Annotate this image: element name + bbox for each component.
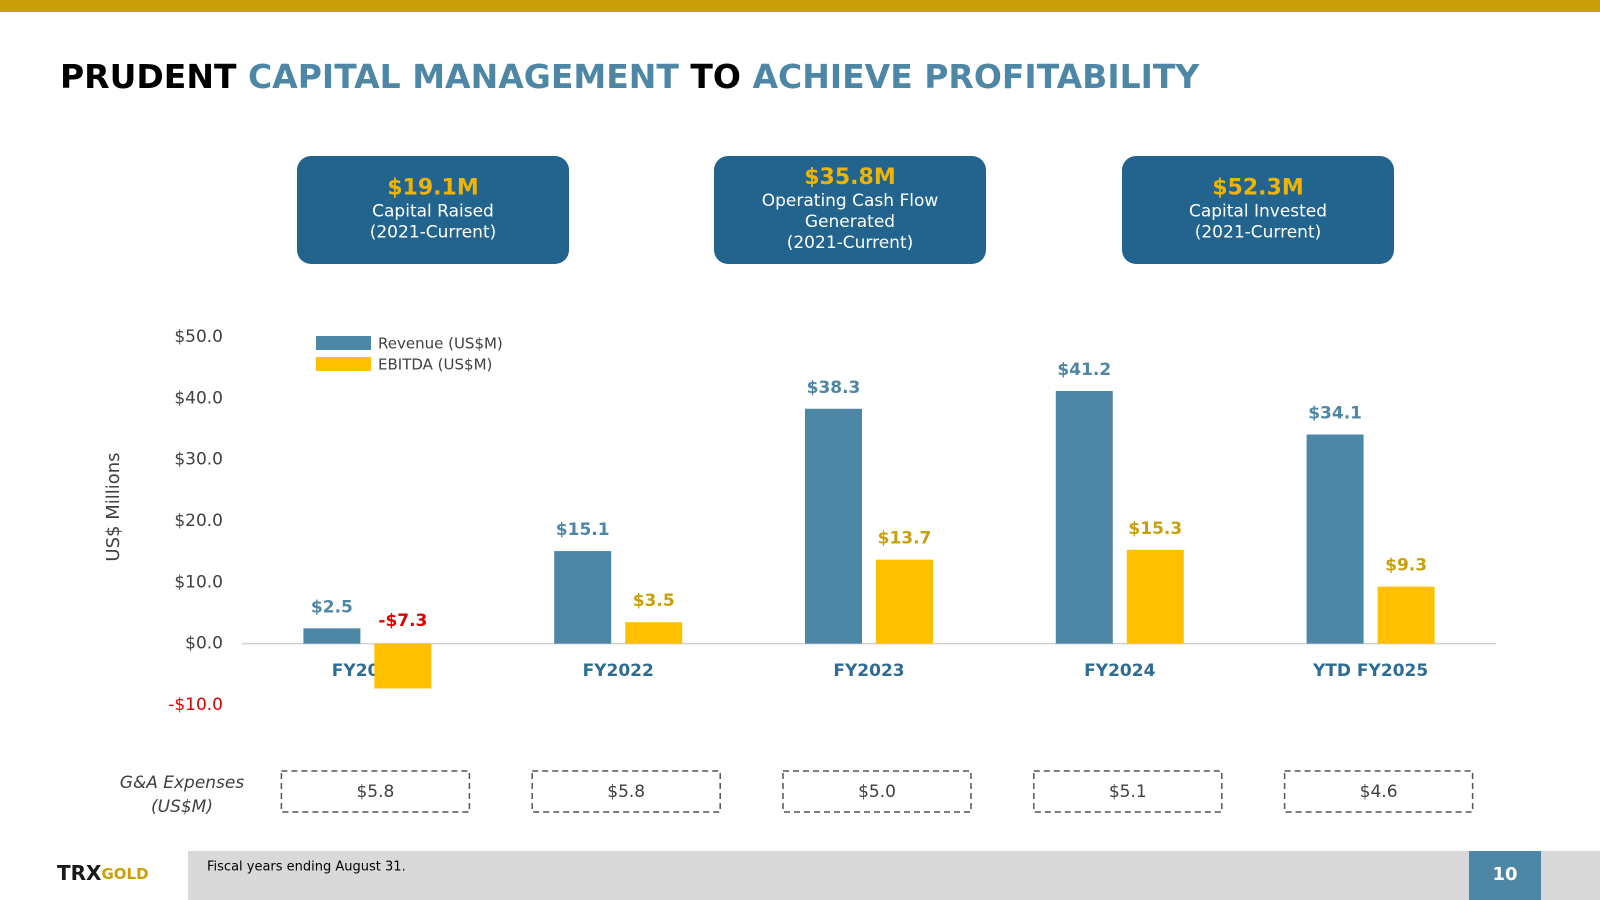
bar	[876, 559, 933, 644]
bar	[1055, 390, 1113, 644]
x-tick-label: YTD FY2025	[1312, 661, 1428, 681]
ga-value: $5.1	[1109, 782, 1147, 802]
ga-box	[280, 770, 471, 813]
logo-trx: TRX	[57, 861, 102, 885]
bar	[303, 628, 361, 644]
kpi-label: Generated	[805, 212, 895, 232]
top-bar	[0, 0, 1600, 12]
title-part: CAPITAL MANAGEMENT	[248, 57, 679, 96]
ga-value: $4.6	[1360, 782, 1398, 802]
kpi-value: $19.1M	[387, 176, 478, 201]
ga-box	[531, 770, 721, 813]
kpi-label: Capital Invested	[1189, 202, 1327, 222]
bar	[1126, 549, 1184, 644]
title-part: PRUDENT	[60, 57, 237, 96]
page-box	[1469, 851, 1541, 900]
data-label: $41.2	[1057, 360, 1111, 380]
ga-value: $5.0	[858, 782, 896, 802]
ga-label: (US$M)	[151, 797, 213, 817]
y-tick-label: $30.0	[174, 450, 223, 470]
ga-label: G&A Expenses	[120, 773, 245, 793]
kpi-label: Operating Cash Flow	[762, 191, 939, 211]
page-number: 10	[1492, 864, 1517, 885]
kpi-label: Capital Raised	[372, 202, 494, 222]
ga-box	[1283, 770, 1474, 813]
legend-swatch	[316, 336, 371, 350]
kpi-value: $35.8M	[804, 165, 895, 190]
data-label: $15.1	[556, 520, 610, 540]
y-tick-label: $10.0	[174, 572, 223, 592]
ga-value: $5.8	[356, 782, 394, 802]
y-tick-label: $20.0	[174, 511, 223, 531]
kpi-label: (2021-Current)	[787, 233, 914, 253]
bar	[625, 622, 683, 644]
y-tick-label: $0.0	[185, 634, 223, 654]
bar	[1377, 586, 1435, 644]
data-label: $9.3	[1385, 556, 1427, 576]
kpi-box	[297, 156, 569, 264]
bar	[554, 551, 612, 644]
data-label: $13.7	[878, 529, 932, 549]
y-axis-label: US$ Millions	[103, 452, 124, 561]
kpi-label: (2021-Current)	[1195, 223, 1322, 243]
bar	[374, 643, 432, 689]
legend-swatch	[316, 357, 371, 371]
logo: TRXGOLD	[57, 861, 149, 885]
x-tick-label: FY2024	[1084, 661, 1155, 681]
y-tick-label: -$10.0	[168, 695, 223, 715]
bar	[805, 408, 862, 644]
x-tick-label: FY2023	[833, 661, 904, 681]
logo-gold: GOLD	[101, 865, 148, 883]
kpi-value: $52.3M	[1212, 176, 1303, 201]
ga-value: $5.8	[607, 782, 645, 802]
footer-note: Fiscal years ending August 31.	[207, 860, 406, 875]
data-label: $34.1	[1308, 404, 1362, 424]
data-label: -$7.3	[378, 611, 427, 631]
y-tick-label: $40.0	[174, 388, 223, 408]
footer-band	[188, 851, 1600, 900]
kpi-label: (2021-Current)	[370, 223, 497, 243]
ga-box	[1033, 770, 1223, 813]
data-label: $38.3	[807, 378, 861, 398]
data-label: $15.3	[1128, 519, 1182, 539]
legend-label: Revenue (US$M)	[378, 335, 503, 353]
data-label: $3.5	[633, 591, 675, 611]
kpi-box	[1122, 156, 1394, 264]
bar	[1306, 434, 1364, 644]
title: PRUDENT CAPITAL MANAGEMENT TO ACHIEVE PR…	[60, 57, 1200, 96]
title-part: ACHIEVE PROFITABILITY	[752, 57, 1200, 96]
title-part: TO	[690, 57, 741, 96]
kpi-box	[714, 156, 986, 264]
y-tick-label: $50.0	[174, 327, 223, 347]
data-label: $2.5	[311, 597, 353, 617]
legend-label: EBITDA (US$M)	[378, 356, 492, 374]
x-tick-label: FY2022	[583, 661, 654, 681]
ga-box	[782, 770, 972, 813]
